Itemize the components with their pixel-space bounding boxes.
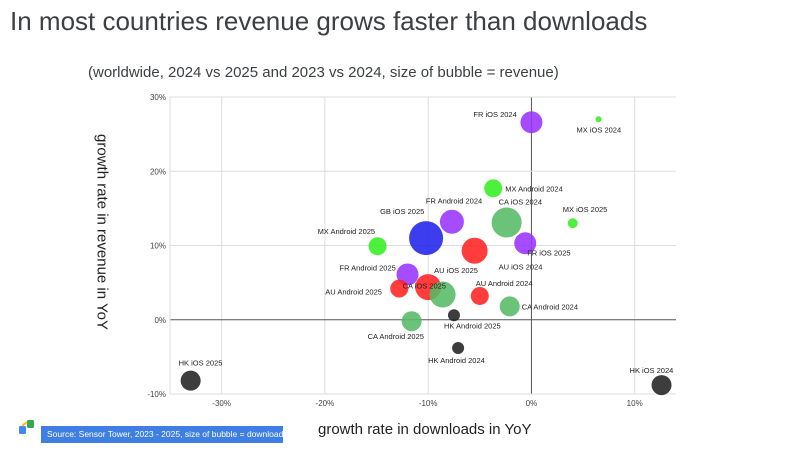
bubble-hk-android-2024 [452, 341, 465, 354]
bubble-label-mx-android-2024: MX Android 2024 [505, 184, 563, 193]
bubble-ca-ios-2025 [429, 281, 456, 308]
bubble-au-android-2024 [470, 286, 489, 305]
bubble-au-ios-2024 [461, 237, 488, 264]
chart-grid [170, 96, 676, 395]
bubble-mx-ios-2024 [595, 116, 602, 123]
bubble-ca-android-2025 [401, 311, 422, 332]
chart-axes: -30% -20% -10% 0% 10% -10% 0% 10% 20% 30% [147, 93, 676, 408]
bubble-label-hk-android-2025: HK Android 2025 [444, 321, 501, 330]
bubble-label-ca-ios-2025: CA iOS 2025 [403, 282, 446, 291]
x-tick-label: 0% [526, 399, 538, 408]
bubble-ca-android-2024 [499, 296, 520, 317]
bubble-label-mx-ios-2024: MX iOS 2024 [577, 125, 622, 134]
x-tick-label: 10% [627, 399, 643, 408]
bubble-ca-ios-2024 [491, 207, 522, 238]
bubble-label-fr-ios-2024: FR iOS 2024 [473, 110, 516, 119]
bubble-fr-ios-2025 [514, 232, 537, 255]
bubble-label-hk-android-2024: HK Android 2024 [428, 356, 485, 365]
bubble-fr-android-2025 [396, 263, 419, 286]
chart-logo-icon [19, 420, 34, 434]
x-tick-label: -10% [419, 399, 438, 408]
source-note: Source: Sensor Tower, 2023 - 2025, size … [41, 426, 288, 443]
bubble-hk-ios-2024 [651, 375, 672, 396]
x-axis-label: growth rate in downloads in YoY [318, 421, 532, 438]
bubble-hk-android-2025 [447, 309, 460, 322]
chart-subtitle: (worldwide, 2024 vs 2025 and 2023 vs 202… [88, 64, 559, 81]
bubble-gb-ios-2025 [409, 221, 444, 256]
y-tick-label: 10% [150, 242, 166, 251]
bubble-label-ca-android-2025: CA Android 2025 [368, 332, 424, 341]
bubble-label-ca-ios-2024: CA iOS 2024 [499, 197, 542, 206]
bubble-label-fr-android-2025: FR Android 2025 [340, 263, 396, 272]
y-tick-label: -10% [147, 390, 166, 399]
bubble-label-ca-android-2024: CA Android 2024 [522, 302, 578, 311]
bubble-label-au-ios-2025: AU iOS 2025 [434, 266, 478, 275]
x-tick-label: -30% [212, 399, 231, 408]
bubble-label-gb-ios-2025: GB iOS 2025 [380, 207, 424, 216]
y-tick-label: 30% [150, 93, 166, 102]
bubble-mx-android-2025 [368, 237, 387, 256]
bubble-label-hk-ios-2025: HK iOS 2025 [179, 359, 223, 368]
bubble-fr-ios-2024 [520, 111, 543, 134]
bubble-label-hk-ios-2024: HK iOS 2024 [630, 366, 674, 375]
bubble-label-fr-ios-2025: FR iOS 2025 [527, 248, 570, 257]
bubble-label-au-android-2025: AU Android 2025 [325, 288, 382, 297]
bubble-label-au-ios-2024: AU iOS 2024 [499, 263, 543, 272]
bubble-mx-ios-2025 [567, 218, 578, 229]
chart-bubbles [180, 111, 672, 396]
bubble-au-android-2025 [390, 279, 409, 298]
bubble-label-au-android-2024: AU Android 2024 [476, 279, 533, 288]
bubble-label-mx-android-2025: MX Android 2025 [318, 227, 376, 236]
bubble-fr-android-2024 [439, 209, 464, 234]
y-tick-label: 0% [154, 316, 166, 325]
bubble-label-fr-android-2024: FR Android 2024 [426, 197, 482, 206]
page-title: In most countries revenue grows faster t… [10, 6, 648, 36]
y-tick-label: 20% [150, 167, 166, 176]
bubble-hk-ios-2025 [180, 370, 201, 391]
bubble-label-mx-ios-2025: MX iOS 2025 [563, 205, 608, 214]
bubble-mx-android-2024 [484, 179, 503, 198]
x-tick-label: -20% [316, 399, 335, 408]
chart-bubble-labels: FR iOS 2024 MX iOS 2024 MX Android 2024 FR … [179, 110, 674, 375]
